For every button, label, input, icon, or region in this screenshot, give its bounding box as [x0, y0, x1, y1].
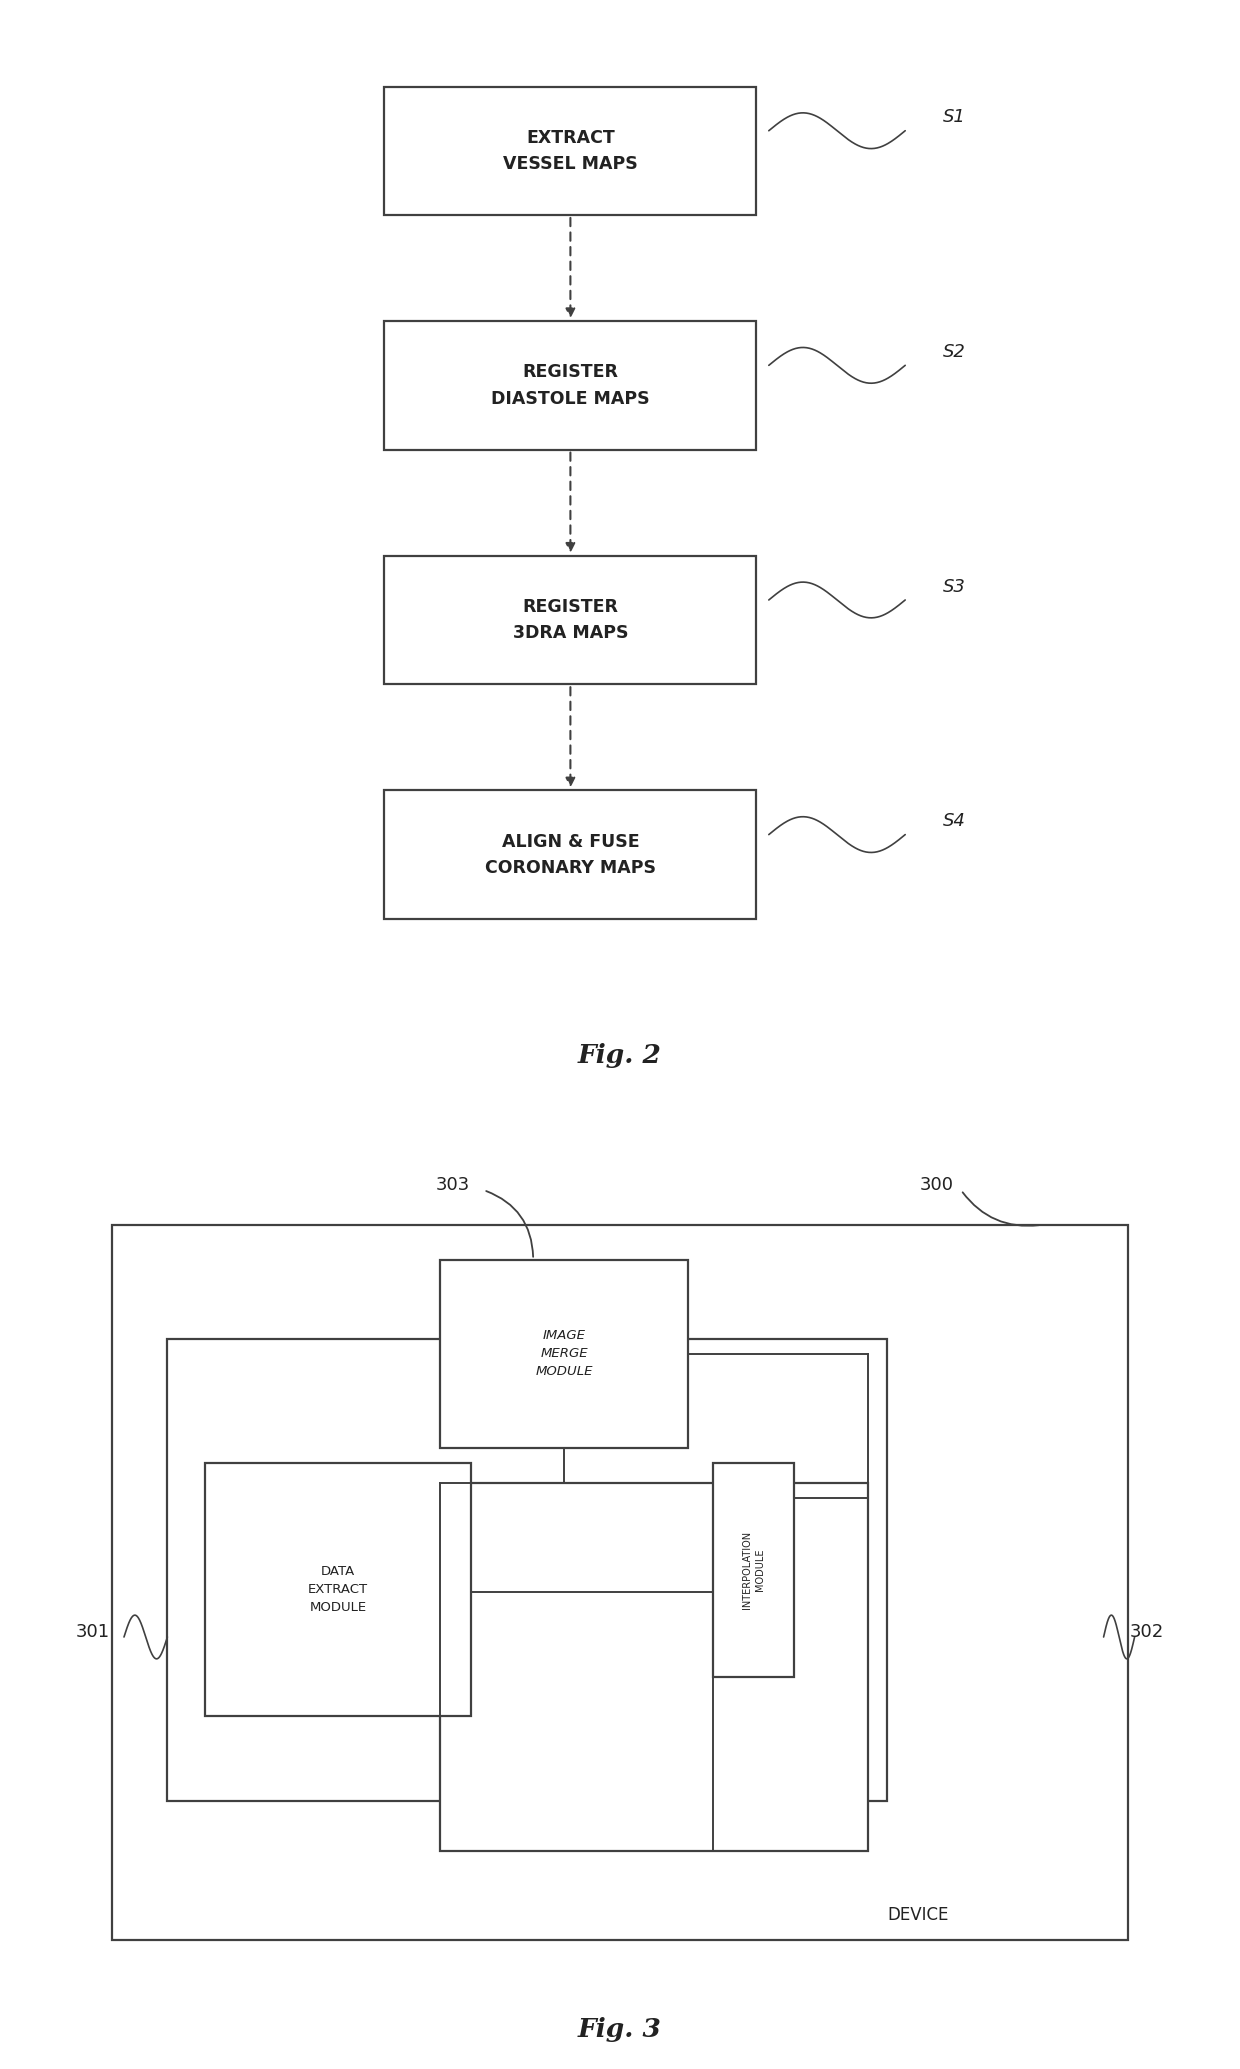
FancyBboxPatch shape: [384, 87, 756, 215]
Text: DEVICE: DEVICE: [887, 1906, 949, 1924]
FancyBboxPatch shape: [384, 557, 756, 685]
Text: Fig. 3: Fig. 3: [578, 2017, 662, 2042]
Text: REGISTER
3DRA MAPS: REGISTER 3DRA MAPS: [512, 598, 629, 641]
FancyBboxPatch shape: [440, 1483, 868, 1850]
FancyBboxPatch shape: [167, 1339, 887, 1800]
Text: ALIGN & FUSE
CORONARY MAPS: ALIGN & FUSE CORONARY MAPS: [485, 832, 656, 877]
FancyBboxPatch shape: [384, 790, 756, 919]
Text: 303: 303: [435, 1175, 470, 1194]
Text: DATA
EXTRACT
MODULE: DATA EXTRACT MODULE: [308, 1566, 368, 1614]
FancyBboxPatch shape: [384, 321, 756, 449]
Text: 300: 300: [919, 1175, 954, 1194]
Text: INTERPOLATION
MODULE: INTERPOLATION MODULE: [742, 1531, 765, 1610]
FancyBboxPatch shape: [112, 1225, 1128, 1941]
Text: 302: 302: [1130, 1622, 1164, 1641]
Text: S3: S3: [942, 577, 965, 596]
Text: 301: 301: [76, 1622, 110, 1641]
Text: EXTRACT
VESSEL MAPS: EXTRACT VESSEL MAPS: [503, 128, 637, 174]
Text: IMAGE
MERGE
MODULE: IMAGE MERGE MODULE: [536, 1330, 593, 1378]
Text: S4: S4: [942, 813, 965, 830]
FancyBboxPatch shape: [713, 1463, 794, 1676]
FancyBboxPatch shape: [440, 1260, 688, 1448]
Text: S2: S2: [942, 343, 965, 360]
Text: REGISTER
DIASTOLE MAPS: REGISTER DIASTOLE MAPS: [491, 364, 650, 408]
FancyBboxPatch shape: [205, 1463, 471, 1717]
Text: Fig. 2: Fig. 2: [578, 1043, 662, 1068]
Text: S1: S1: [942, 108, 965, 126]
